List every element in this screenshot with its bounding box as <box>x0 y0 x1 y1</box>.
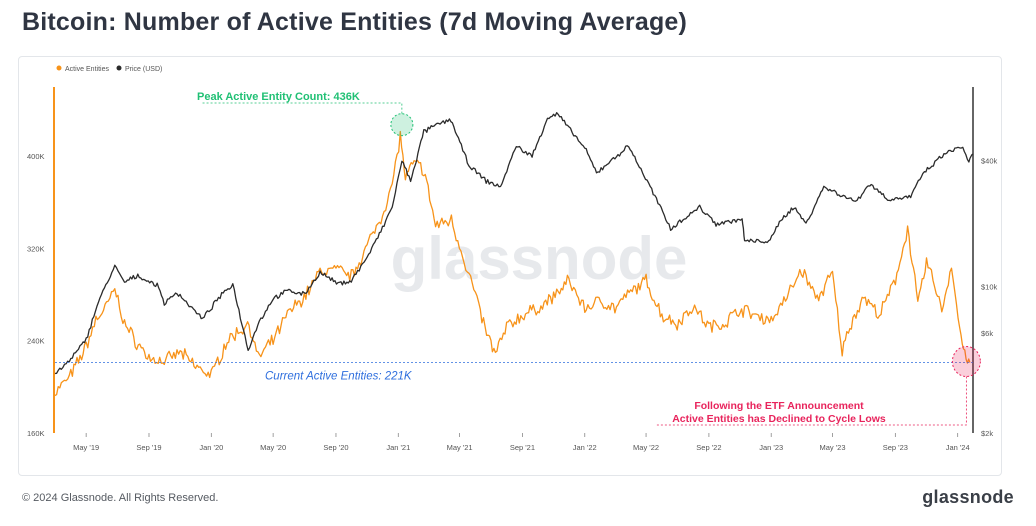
x-tick-label: Jan '20 <box>199 443 223 452</box>
legend-marker <box>56 65 62 71</box>
chart: glassnode Active Entities Price (USD) 160… <box>27 65 998 452</box>
x-tick-label: May '23 <box>820 443 846 452</box>
y-right-tick-label: $40k <box>981 157 998 166</box>
x-tick-label: Sep '20 <box>323 443 348 452</box>
x-tick-label: May '20 <box>260 443 286 452</box>
y-right-tick-label: $10k <box>981 283 998 292</box>
x-tick-label: Jan '23 <box>759 443 783 452</box>
x-tick-label: May '21 <box>447 443 473 452</box>
legend: Active Entities Price (USD) <box>56 65 162 73</box>
etf-label-line1: Following the ETF Announcement <box>694 400 864 412</box>
x-tick-label: Sep '21 <box>510 443 535 452</box>
x-tick-label: Sep '19 <box>136 443 161 452</box>
etf-marker <box>951 345 981 377</box>
y-right-tick-label: $6k <box>981 329 993 338</box>
x-tick-label: Jan '21 <box>386 443 410 452</box>
annotations: Peak Active Entity Count: 436K Current Ac… <box>55 91 981 426</box>
peak-label: Peak Active Entity Count: 436K <box>197 91 360 103</box>
etf-leader-line <box>655 376 967 426</box>
chart-panel: glassnode Active Entities Price (USD) 160… <box>18 56 1002 476</box>
x-tick-label: Sep '23 <box>883 443 908 452</box>
y-left-tick-label: 240K <box>27 337 45 346</box>
peak-leader-line <box>201 102 403 114</box>
y-left-tick-label: 400K <box>27 152 45 161</box>
current-label: Current Active Entities: 221K <box>265 371 413 383</box>
legend-label: Active Entities <box>65 66 109 73</box>
series <box>54 112 974 397</box>
series-line-active-entities <box>54 130 971 397</box>
series-line-price <box>54 112 974 375</box>
copyright-text: © 2024 Glassnode. All Rights Reserved. <box>22 492 219 504</box>
x-tick-label: Jan '24 <box>946 443 970 452</box>
watermark: glassnode <box>391 225 688 292</box>
x-tick-label: May '19 <box>73 443 99 452</box>
svg-text:glassnode: glassnode <box>391 225 688 292</box>
y-left-tick-label: 160K <box>27 429 45 438</box>
x-tick-label: Jan '22 <box>573 443 597 452</box>
page-title: Bitcoin: Number of Active Entities (7d M… <box>22 8 688 36</box>
legend-marker <box>116 65 122 71</box>
etf-label-line2: Active Entities has Declined to Cycle Lo… <box>672 413 886 425</box>
x-tick-label: May '22 <box>633 443 659 452</box>
y-right-tick-label: $2k <box>981 429 993 438</box>
x-tick-label: Sep '22 <box>696 443 721 452</box>
y-left-tick-label: 320K <box>27 244 45 253</box>
legend-label: Price (USD) <box>125 66 162 73</box>
brand-logo: glassnode <box>922 487 1014 507</box>
axes: 160K 240K 320K 400K $2k $6k $10k $40k May '19 Sep… <box>27 87 998 452</box>
peak-marker <box>390 113 414 137</box>
